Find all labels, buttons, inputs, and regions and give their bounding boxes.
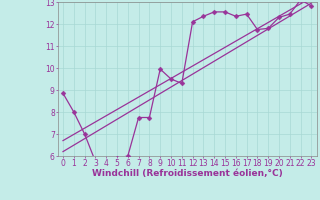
X-axis label: Windchill (Refroidissement éolien,°C): Windchill (Refroidissement éolien,°C) xyxy=(92,169,283,178)
